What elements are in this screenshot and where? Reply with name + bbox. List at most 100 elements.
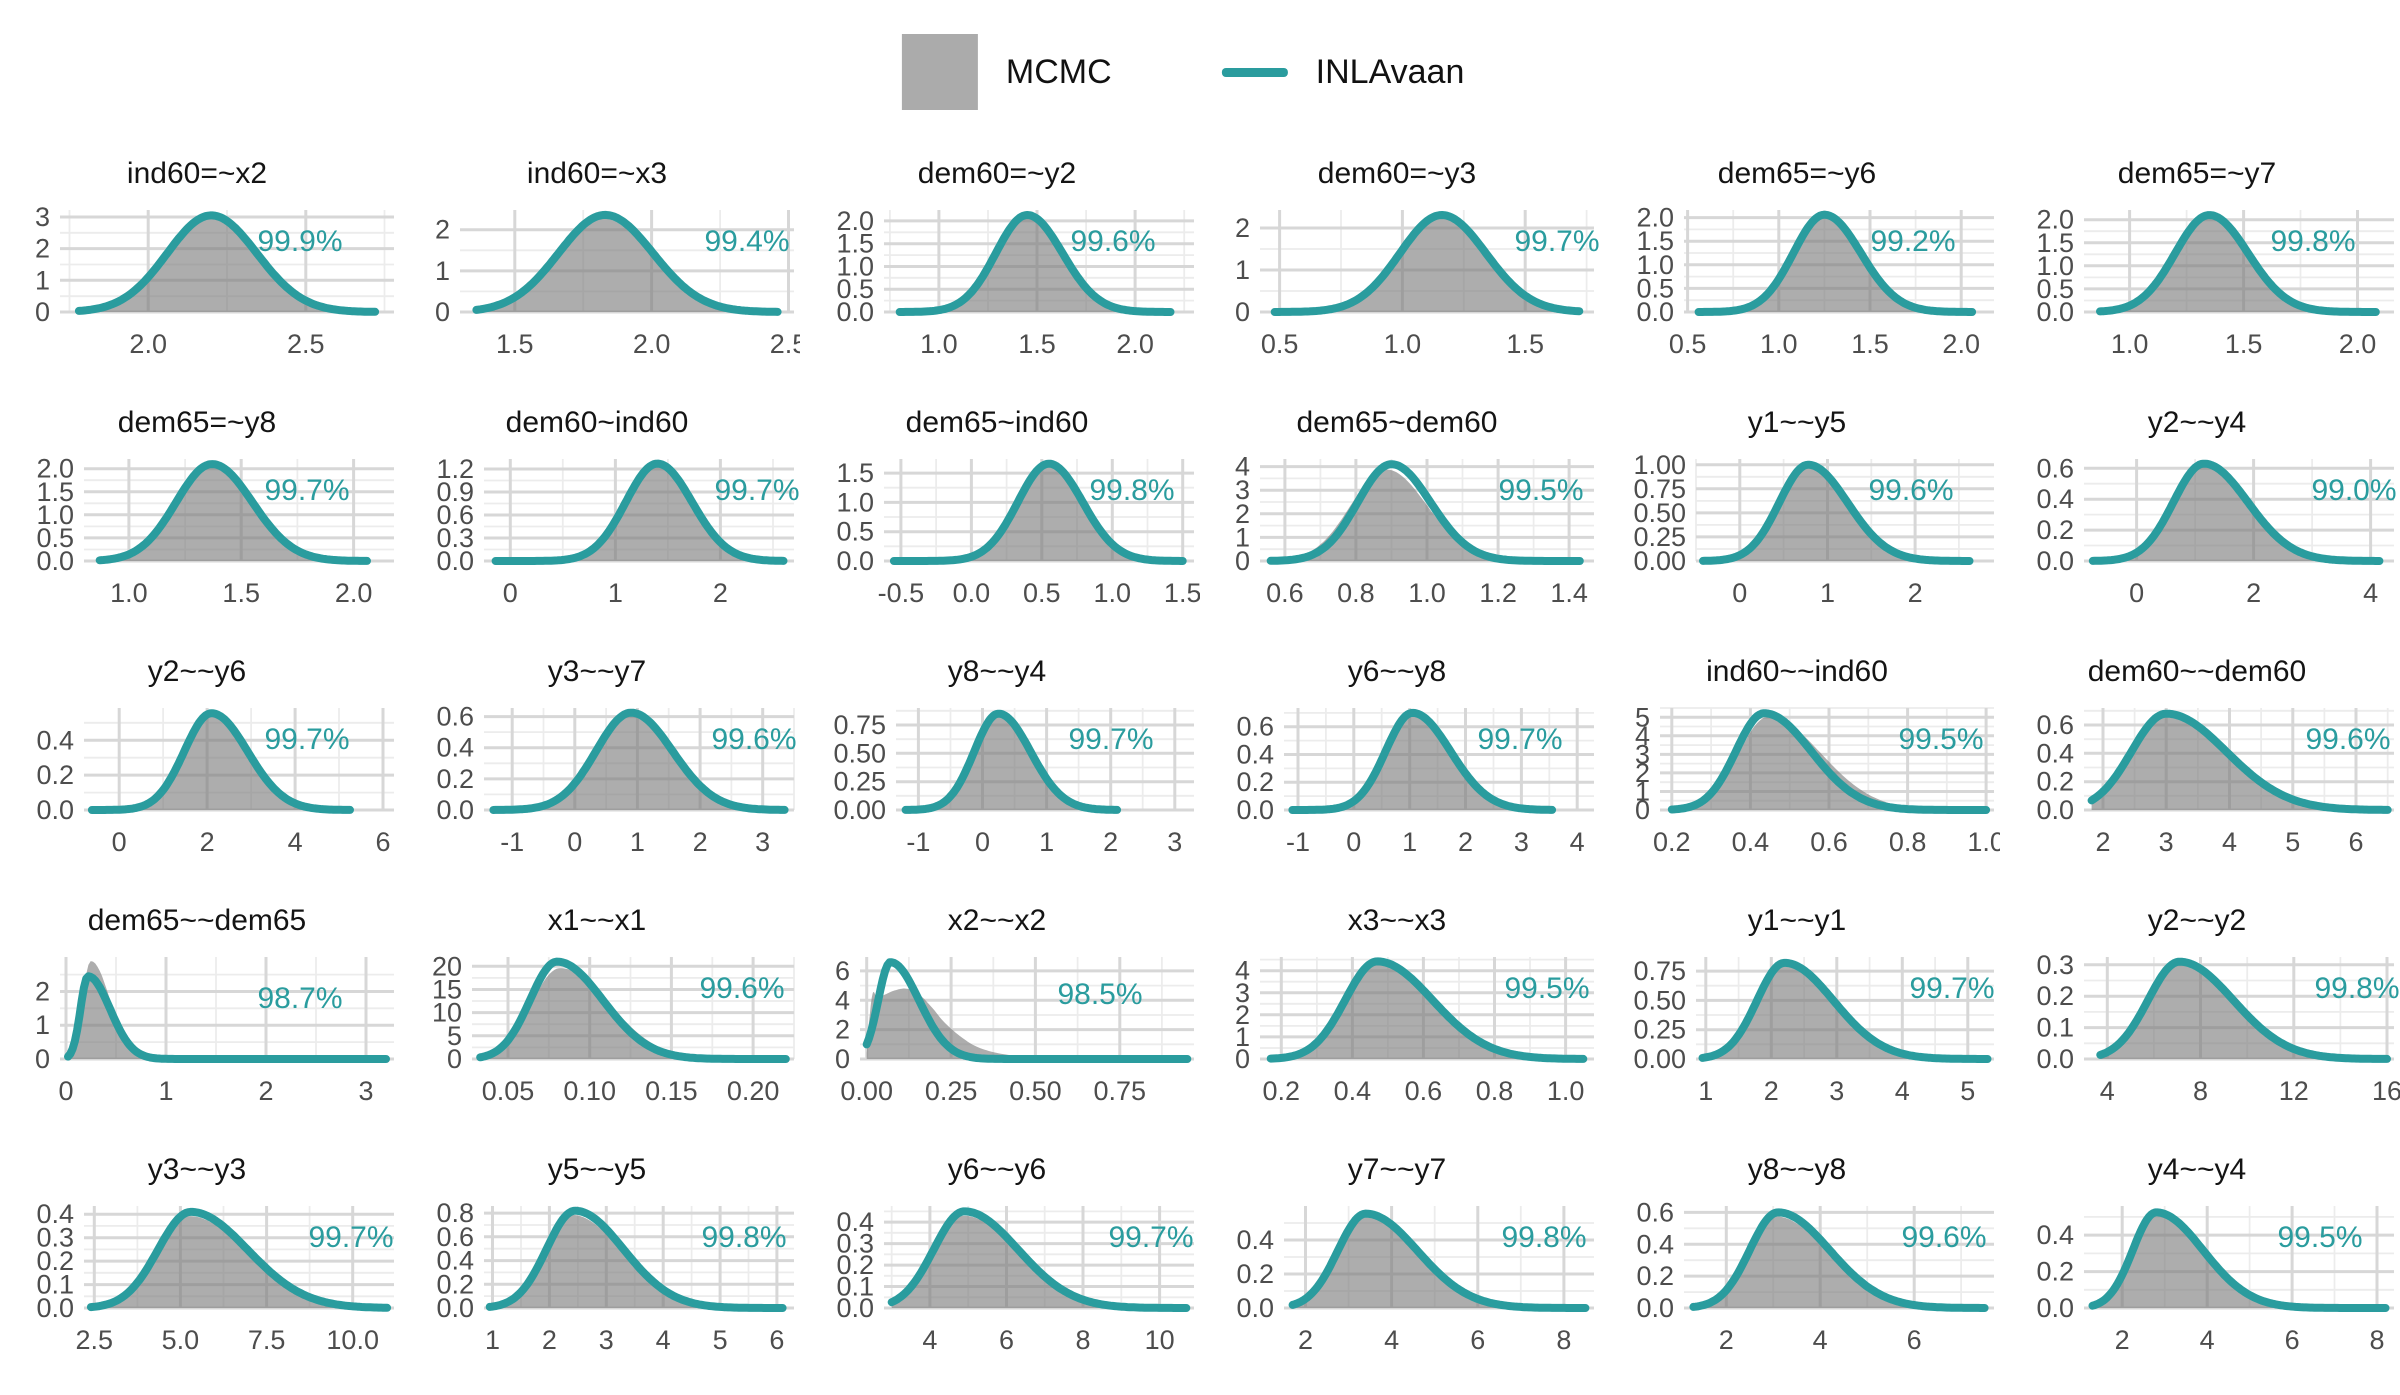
inlavaan-density-line	[1689, 1208, 1989, 1312]
x-tick-label: 2.0	[2339, 329, 2377, 359]
plot-legend: MCMC INLAvaan	[901, 32, 1464, 112]
panel-title: dem65~~dem65	[88, 904, 307, 937]
y-tick-label: 0.75	[1633, 474, 1686, 504]
inlavaan-density-line	[1667, 709, 1991, 814]
inlavaan-density-line	[87, 709, 354, 814]
x-tick-label: 5	[713, 1325, 728, 1355]
y-tick-label: 2	[435, 215, 450, 245]
y-tick-label: 0.2	[2036, 981, 2074, 1011]
overlap-pct-label: 99.6%	[1868, 474, 1953, 507]
y-tick-label: 1	[1235, 522, 1250, 552]
overlap-pct-label: 99.7%	[1514, 225, 1599, 258]
x-tick-label: 1	[608, 578, 623, 608]
mcmc-density-area	[1703, 466, 1970, 561]
inlavaan-density-line	[2096, 957, 2391, 1063]
inlavaan-density-line	[491, 459, 788, 565]
inlavaan-density-line	[1288, 1209, 1590, 1312]
inlavaan-density-line	[86, 1207, 392, 1312]
x-tick-label: 2.0	[335, 578, 373, 608]
x-tick-label: 8	[2193, 1076, 2208, 1106]
panel-title: x1~~x1	[548, 904, 646, 937]
y-tick-label: 5	[1635, 702, 1650, 732]
x-tick-label: 10	[1145, 1325, 1175, 1355]
y-tick-label: 1	[435, 256, 450, 286]
y-tick-label: 1	[35, 1010, 50, 1040]
x-tick-label: 1.0	[1547, 1076, 1585, 1106]
x-tick-label: 1	[1039, 827, 1054, 857]
density-panel: 99.7% y1~~y1 0.000.250.500.75 1 2 3 4 5	[1633, 904, 1994, 1106]
x-tick-label: 1	[1698, 1076, 1713, 1106]
x-tick-label: 1.5	[2225, 329, 2263, 359]
panel-title: dem60~~dem60	[2088, 655, 2307, 688]
panel-title: y8~~y4	[948, 655, 1046, 688]
y-tick-label: 1.0	[836, 487, 874, 517]
y-tick-label: 1	[1635, 777, 1650, 807]
y-tick-label: 0	[447, 1044, 462, 1074]
overlap-pct-label: 99.2%	[1870, 225, 1955, 258]
y-tick-label: 4	[1235, 956, 1250, 986]
x-tick-label: 0.2	[1653, 827, 1691, 857]
x-tick-label: 5	[2285, 827, 2300, 857]
inlavaan-density-line	[2096, 211, 2380, 316]
mcmc-density-area	[1270, 469, 1580, 561]
density-panel: 99.8%dem65=~y70.00.51.01.52.01.0 1.5 2.0	[2036, 157, 2394, 359]
y-tick-label: 0	[35, 1044, 50, 1074]
x-tick-label: 2	[542, 1325, 557, 1355]
x-tick-label: 0	[975, 827, 990, 857]
y-tick-label: 0.6	[1636, 1197, 1674, 1227]
panel-title: dem65=~y7	[2118, 157, 2276, 190]
mcmc-density-area	[1671, 716, 1987, 810]
y-tick-label: 1.5	[836, 458, 874, 488]
x-tick-label: 1.5	[1018, 329, 1056, 359]
x-tick-label: 0	[503, 578, 518, 608]
y-tick-label: 5	[447, 1021, 462, 1051]
panel-title: y2~~y6	[148, 655, 246, 688]
mcmc-density-area	[1292, 1215, 1586, 1308]
y-tick-label: 0.2	[36, 1246, 74, 1276]
y-tick-label: 2.0	[36, 454, 74, 484]
y-tick-label: 0.5	[2036, 274, 2074, 304]
x-tick-label: -1	[1286, 827, 1310, 857]
y-tick-label: 2.0	[1636, 203, 1674, 233]
x-tick-label: 2.0	[129, 329, 167, 359]
y-tick-label: 0.4	[36, 1199, 74, 1229]
overlap-pct-label: 99.7%	[714, 474, 799, 507]
x-tick-label: 4	[288, 827, 303, 857]
overlap-pct-label: 99.7%	[264, 723, 349, 756]
density-panel: 99.6%dem60=~y20.00.51.01.52.01.0 1.5 2.0	[836, 157, 1194, 359]
x-tick-label: 2	[693, 827, 708, 857]
x-tick-label: 0	[58, 1076, 73, 1106]
x-tick-label: 3	[599, 1325, 614, 1355]
y-tick-label: 0.2	[1236, 1259, 1274, 1289]
y-tick-label: 2.0	[836, 206, 874, 236]
x-tick-label: 0.0	[953, 578, 991, 608]
y-tick-label: 3	[1635, 739, 1650, 769]
y-tick-label: 0	[1235, 1044, 1250, 1074]
density-panel: 99.7% y3~~y3 0.00.10.20.30.4 2.5 5.0 7.5 10.0	[36, 1153, 394, 1355]
x-tick-label: 3	[755, 827, 770, 857]
y-tick-label: 0.00	[833, 795, 886, 825]
y-tick-label: 2	[35, 977, 50, 1007]
x-tick-label: 3	[1167, 827, 1182, 857]
density-panel: 99.2%dem65=~y60.00.51.01.52.00.5 1.0 1.5 2.…	[1636, 157, 1994, 359]
density-panel: 99.4% ind60=~x3 0 1 2 1.5 2.0 2.5	[435, 157, 800, 359]
y-tick-label: 1.2	[436, 454, 474, 484]
x-tick-label: 2.5	[76, 1325, 114, 1355]
x-tick-label: 2	[1458, 827, 1473, 857]
panel-title: y5~~y5	[548, 1153, 646, 1186]
density-panel: 99.6% y1~~y5 0.000.250.500.751.00 0 1 2	[1633, 406, 1994, 608]
y-tick-label: 0	[1235, 297, 1250, 327]
density-panel: 99.8% y2~~y2 0.00.10.20.3 4 8 12 16	[2036, 904, 2400, 1106]
x-tick-label: 6	[375, 827, 390, 857]
y-tick-label: 1	[1235, 1022, 1250, 1052]
y-tick-label: 0.6	[2036, 710, 2074, 740]
x-tick-label: 2	[2115, 1325, 2130, 1355]
x-tick-label: 4	[1895, 1076, 1910, 1106]
y-tick-label: 0.25	[1633, 1015, 1686, 1045]
overlap-pct-label: 98.5%	[1057, 978, 1142, 1011]
y-tick-label: 0.2	[836, 1250, 874, 1280]
overlap-pct-label: 99.7%	[1909, 972, 1994, 1005]
density-panel: 99.7% dem60=~y3 0 1 2 0.5 1.0 1.5	[1235, 157, 1600, 359]
y-tick-label: 4	[1635, 721, 1650, 751]
